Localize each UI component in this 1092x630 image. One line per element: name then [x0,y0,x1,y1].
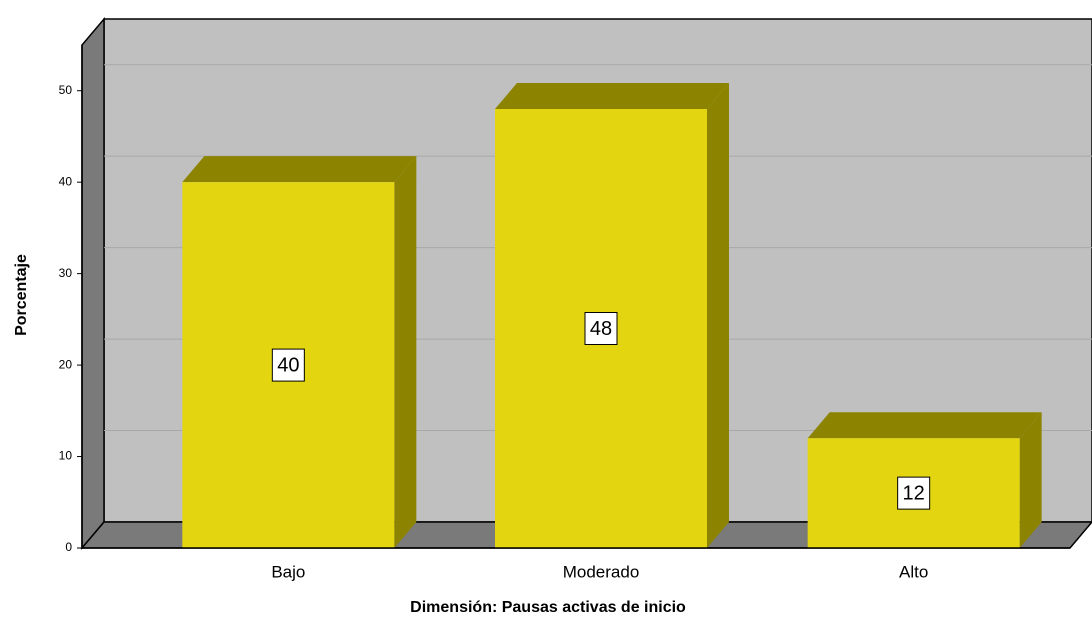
bar-top [182,156,417,183]
x-tick-label: Moderado [563,562,640,581]
value-label: 12 [903,482,925,504]
side-wall [81,16,105,551]
y-tick-label: 20 [59,357,73,371]
value-label-box [584,312,618,346]
x-tick-label: Bajo [271,562,305,581]
x-tick-label: Alto [899,562,928,581]
x-axis-title: Dimensión: Pausas activas de inicio [410,599,686,616]
y-tick-label: 0 [65,540,72,554]
bar-side [394,156,417,548]
bar-top [495,83,729,110]
bar-side [707,83,729,548]
y-tick-label: 10 [59,449,73,463]
y-tick-label: 30 [59,266,73,280]
bar-top [807,412,1042,439]
y-axis-title: Porcentaje [13,254,30,336]
value-label-box [271,348,305,382]
value-label: 40 [277,354,299,376]
value-label: 48 [590,318,612,340]
y-tick-label: 50 [59,83,73,97]
y-tick-label: 40 [59,174,73,188]
value-label-box [897,476,931,510]
bar-side [1019,412,1042,548]
